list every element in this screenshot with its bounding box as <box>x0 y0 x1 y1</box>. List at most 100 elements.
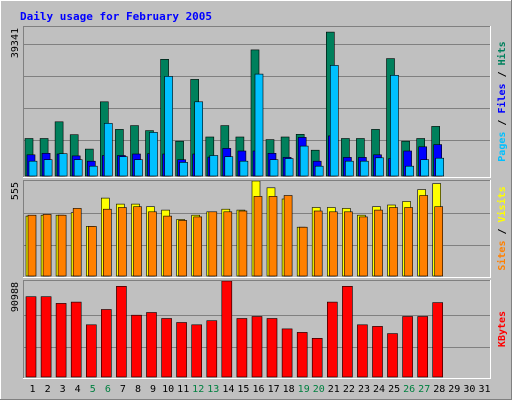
bar-pages-day-19 <box>299 145 309 177</box>
x-tick-label-day-22: 22 <box>343 384 355 395</box>
ylabel-top: Pages / Files / Hits <box>496 41 508 161</box>
panel-middle: 555 Sites / Visits <box>10 180 508 278</box>
bar-pages-day-20 <box>314 165 324 177</box>
x-tick-label-day-6: 6 <box>105 384 111 395</box>
ylabel-sites: Sites <box>496 241 508 271</box>
bar-pages-day-22 <box>345 160 354 177</box>
x-tick-label-day-5: 5 <box>90 384 96 395</box>
bar-pages-day-16 <box>254 73 264 177</box>
bar-kbytes-day-8 <box>131 314 142 378</box>
x-tick-label-day-18: 18 <box>283 384 295 395</box>
bar-pages-day-15 <box>239 160 249 177</box>
bar-sites-day-2 <box>42 214 52 277</box>
bar-kbytes-day-9 <box>146 312 157 378</box>
x-tick-label-day-13: 13 <box>207 384 219 395</box>
bar-pages-day-4 <box>73 159 83 177</box>
bar-kbytes-day-20 <box>311 337 323 378</box>
bar-kbytes-day-24 <box>372 326 383 378</box>
bar-kbytes-day-5 <box>86 324 97 378</box>
bar-pages-day-11 <box>179 162 188 177</box>
bar-pages-day-18 <box>284 158 294 177</box>
x-tick-label-day-24: 24 <box>373 384 385 395</box>
ylabel-separator: / <box>497 222 508 240</box>
x-tick-label-day-4: 4 <box>75 384 81 395</box>
chart-title: Daily usage for February 2005 <box>20 10 212 23</box>
ymax-label-top: 39341 <box>10 28 21 58</box>
ylabel-files: Files <box>496 83 508 113</box>
panel-top: 39341 Pages / Files / Hits <box>10 26 508 178</box>
bar-sites-day-18 <box>283 195 293 277</box>
x-tick-label-day-3: 3 <box>60 384 66 395</box>
bar-sites-day-4 <box>72 208 82 277</box>
ymax-label-middle: 555 <box>10 182 21 200</box>
x-tick-label-day-2: 2 <box>45 384 51 395</box>
x-tick-label-day-25: 25 <box>388 384 400 395</box>
x-tick-label-day-14: 14 <box>222 384 234 395</box>
ylabel-pages: Pages <box>497 132 508 162</box>
bar-kbytes-day-18 <box>281 328 293 378</box>
bar-sites-day-28 <box>434 206 444 277</box>
bar-kbytes-day-4 <box>70 301 82 378</box>
bar-pages-day-27 <box>420 159 430 177</box>
ylabel-visits: Visits <box>496 186 508 222</box>
bar-kbytes-day-25 <box>387 333 398 378</box>
bar-sites-day-5 <box>88 226 97 277</box>
bar-sites-day-7 <box>118 207 127 277</box>
bar-kbytes-day-17 <box>266 318 278 378</box>
bar-kbytes-day-26 <box>402 316 413 378</box>
bar-sites-day-16 <box>253 196 263 277</box>
bar-sites-day-1 <box>27 214 37 277</box>
x-tick-label-day-19: 19 <box>298 384 310 395</box>
bar-sites-day-10 <box>163 215 172 277</box>
bar-kbytes-day-19 <box>296 332 308 378</box>
bar-kbytes-day-28 <box>432 302 444 378</box>
x-tick-label-day-29: 29 <box>448 384 460 395</box>
bar-sites-day-12 <box>193 216 202 277</box>
bar-sites-day-20 <box>313 210 323 277</box>
bar-pages-day-6 <box>104 123 113 177</box>
bar-sites-day-22 <box>344 211 353 277</box>
bar-pages-day-9 <box>149 132 158 177</box>
ylabel-bottom: KBytes <box>497 311 508 347</box>
x-tick-label-day-15: 15 <box>237 384 249 395</box>
bar-kbytes-day-27 <box>417 316 429 378</box>
bar-kbytes-day-23 <box>357 324 368 378</box>
bar-kbytes-day-22 <box>342 285 353 378</box>
bar-sites-day-6 <box>103 208 112 277</box>
ylabel-middle: Sites / Visits <box>496 186 508 270</box>
x-tick-label-day-17: 17 <box>268 384 280 395</box>
x-tick-label-day-10: 10 <box>162 384 174 395</box>
panel-bottom: 90988 KBytes <box>10 280 508 379</box>
bar-pages-day-21 <box>329 65 339 177</box>
bar-sites-day-21 <box>328 211 338 277</box>
bar-sites-day-19 <box>298 226 308 277</box>
bar-sites-day-23 <box>359 216 368 277</box>
bar-sites-day-26 <box>404 207 413 277</box>
ylabel-hits: Hits <box>496 41 508 65</box>
bar-pages-day-13 <box>209 155 219 177</box>
bar-sites-day-15 <box>238 210 248 277</box>
bar-pages-day-24 <box>375 157 384 177</box>
bar-pages-day-26 <box>405 165 414 177</box>
x-tick-label-day-8: 8 <box>135 384 141 395</box>
bar-pages-day-12 <box>194 101 203 177</box>
bar-kbytes-day-10 <box>161 318 172 378</box>
bar-pages-day-10 <box>164 76 173 177</box>
bar-pages-day-7 <box>119 156 128 177</box>
bar-pages-day-14 <box>224 156 234 177</box>
bar-sites-day-8 <box>133 206 142 277</box>
bar-kbytes-day-12 <box>191 324 202 378</box>
x-tick-label-day-20: 20 <box>313 384 325 395</box>
bar-sites-day-11 <box>178 220 187 277</box>
bar-kbytes-day-3 <box>55 303 67 378</box>
bar-sites-day-3 <box>57 214 67 277</box>
bar-kbytes-day-2 <box>40 296 52 378</box>
x-tick-label-day-9: 9 <box>150 384 156 395</box>
x-tick-label-day-27: 27 <box>418 384 430 395</box>
bar-pages-day-17 <box>269 159 279 177</box>
bar-sites-day-24 <box>374 209 383 277</box>
bar-sites-day-9 <box>148 211 157 277</box>
ylabel-separator: / <box>497 65 508 83</box>
x-tick-label-day-30: 30 <box>463 384 475 395</box>
